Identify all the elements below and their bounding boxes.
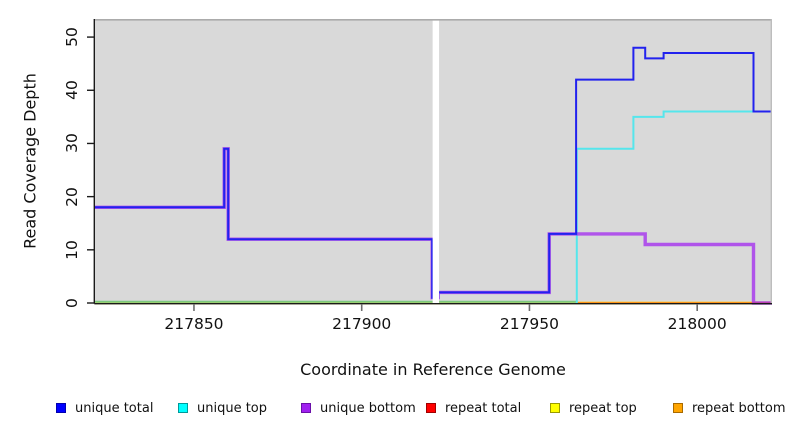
- legend-swatch-icon: [673, 403, 683, 413]
- legend-item-repeat-top: repeat top: [550, 400, 637, 416]
- legend-item-unique-top: unique top: [178, 400, 267, 416]
- x-tick-label: 218000: [667, 315, 727, 333]
- y-tick-label: 20: [63, 186, 81, 207]
- legend-label: unique bottom: [320, 400, 416, 416]
- legend-swatch-icon: [178, 403, 188, 413]
- legend-label: unique top: [197, 400, 268, 416]
- legend-label: repeat top: [569, 400, 637, 416]
- masked-gap: [432, 20, 440, 303]
- legend-swatch-icon: [56, 403, 66, 413]
- series-unique-top: [575, 110, 772, 304]
- legend-swatch-icon: [426, 403, 436, 413]
- legend-item-repeat-bottom: repeat bottom: [673, 400, 786, 416]
- legend-item-unique-bottom: unique bottom: [301, 400, 416, 416]
- y-tick-label: 40: [63, 80, 81, 101]
- x-axis-title: Coordinate in Reference Genome: [300, 360, 566, 379]
- x-tick-label: 217900: [332, 315, 392, 333]
- x-tick-label: 217950: [499, 315, 560, 333]
- y-tick-label: 0: [63, 298, 81, 308]
- legend-label: unique total: [75, 400, 154, 416]
- legend-label: repeat total: [445, 400, 522, 416]
- legend-item-repeat-total: repeat total: [426, 400, 521, 416]
- legend-swatch-icon: [301, 403, 311, 413]
- y-tick-label: 30: [63, 133, 81, 154]
- x-tick-label: 217850: [164, 315, 224, 333]
- legend-item-unique-total: unique total: [56, 400, 153, 416]
- series-unique-total: [95, 46, 772, 299]
- legend-label: repeat bottom: [692, 400, 786, 416]
- y-tick-label: 10: [63, 239, 81, 260]
- y-axis-title: Read Coverage Depth: [20, 73, 40, 249]
- legend-swatch-icon: [550, 403, 560, 413]
- y-tick-label: 50: [63, 27, 81, 47]
